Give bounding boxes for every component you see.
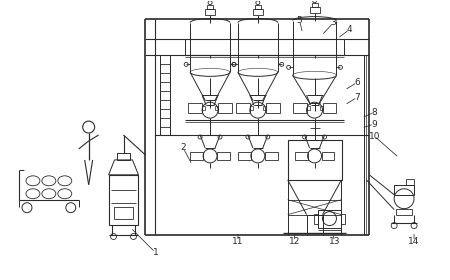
Text: 6: 6 [355, 78, 360, 87]
Bar [318, 210, 342, 228]
Text: 3: 3 [331, 18, 336, 27]
Bar [238, 152, 251, 160]
Bar [266, 103, 280, 113]
Bar [205, 9, 215, 15]
Text: 8: 8 [371, 108, 377, 117]
Bar [394, 185, 414, 195]
Bar [292, 103, 306, 113]
Bar [288, 140, 342, 180]
Bar [188, 103, 202, 113]
Bar [218, 103, 232, 113]
Bar [215, 106, 218, 110]
Bar [255, 5, 261, 9]
Bar [295, 152, 308, 160]
Bar [314, 214, 318, 224]
Bar [311, 3, 318, 7]
Text: 9: 9 [371, 120, 377, 129]
Bar [108, 175, 139, 225]
Bar [207, 5, 213, 9]
Bar [320, 106, 323, 110]
Bar [321, 152, 334, 160]
Bar [306, 106, 310, 110]
Bar [190, 152, 203, 160]
Text: 4: 4 [346, 25, 352, 34]
Text: 14: 14 [408, 237, 420, 246]
Bar [265, 152, 278, 160]
Text: 13: 13 [328, 237, 340, 246]
Bar [396, 209, 412, 215]
Text: 1: 1 [153, 248, 158, 257]
Bar [406, 179, 414, 185]
Bar [323, 103, 337, 113]
Text: 7: 7 [355, 93, 360, 102]
Bar [117, 153, 130, 160]
Bar [113, 207, 134, 219]
Text: 12: 12 [289, 237, 300, 246]
Bar [263, 106, 266, 110]
Text: 11: 11 [232, 237, 244, 246]
Text: 10: 10 [369, 132, 380, 141]
Bar [236, 103, 250, 113]
Bar [310, 7, 320, 13]
Bar [202, 106, 205, 110]
Bar [342, 214, 346, 224]
Bar [253, 9, 263, 15]
Bar [250, 106, 253, 110]
Text: 2: 2 [180, 143, 186, 153]
Text: 5: 5 [297, 16, 302, 25]
Bar [217, 152, 230, 160]
